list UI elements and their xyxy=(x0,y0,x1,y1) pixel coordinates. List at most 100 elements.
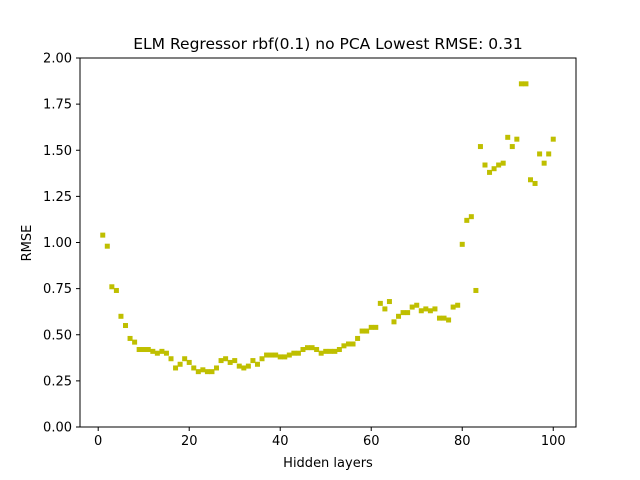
y-tick-label: 1.75 xyxy=(43,98,72,113)
data-point xyxy=(386,299,392,305)
data-point xyxy=(182,356,188,362)
data-point xyxy=(332,348,338,354)
data-point xyxy=(532,180,538,186)
data-point xyxy=(291,350,297,356)
data-point xyxy=(168,356,174,362)
data-point xyxy=(541,160,547,166)
data-point xyxy=(432,306,438,312)
data-point xyxy=(191,365,197,371)
data-point xyxy=(259,356,265,362)
data-points xyxy=(100,81,556,375)
x-tick-label: 20 xyxy=(181,434,198,449)
data-point xyxy=(245,363,251,369)
axes: 0 20 40 60 80 100 0.00 0.25 0.50 0.75 1.00 1.25 1.50… xyxy=(43,52,577,449)
data-point xyxy=(528,177,533,183)
data-point xyxy=(350,341,356,347)
data-point xyxy=(282,354,288,360)
data-point xyxy=(305,345,311,351)
y-tick-label: 0.25 xyxy=(43,374,72,389)
data-point xyxy=(273,352,279,358)
data-point xyxy=(396,313,402,319)
data-point xyxy=(286,352,292,358)
data-point xyxy=(518,81,524,87)
y-tick-label: 1.00 xyxy=(43,236,72,251)
data-point xyxy=(423,306,429,312)
data-point xyxy=(496,162,502,168)
data-point xyxy=(295,350,301,356)
data-point xyxy=(309,345,315,351)
data-point xyxy=(141,347,147,353)
data-point xyxy=(368,324,374,330)
y-tick-label: 1.50 xyxy=(43,144,72,159)
data-point xyxy=(136,347,142,353)
data-point xyxy=(514,136,520,142)
data-point xyxy=(382,306,388,312)
data-point xyxy=(254,361,260,367)
data-point xyxy=(446,317,452,323)
data-point xyxy=(209,369,215,375)
data-point xyxy=(159,348,165,354)
data-point xyxy=(400,310,406,316)
y-tick-label: 0.00 xyxy=(43,421,72,436)
chart-title: ELM Regressor rbf(0.1) no PCA Lowest RMS… xyxy=(133,35,523,53)
data-point xyxy=(100,232,106,238)
data-point xyxy=(550,136,556,142)
data-point xyxy=(277,354,283,360)
data-point xyxy=(355,335,361,341)
data-point xyxy=(236,363,242,369)
data-point xyxy=(227,359,233,365)
data-point xyxy=(145,347,151,353)
data-point xyxy=(418,308,424,314)
data-point xyxy=(409,304,415,310)
data-point xyxy=(232,358,238,364)
data-point xyxy=(427,308,433,314)
data-point xyxy=(177,361,183,367)
data-point xyxy=(241,365,247,371)
data-point xyxy=(173,365,179,371)
y-tick-label: 0.75 xyxy=(43,282,72,297)
data-point xyxy=(195,369,201,375)
data-point xyxy=(391,319,397,325)
y-tick-label: 0.50 xyxy=(43,328,72,343)
x-tick-label: 0 xyxy=(94,434,102,449)
data-point xyxy=(500,160,506,166)
data-point xyxy=(214,365,220,371)
data-point xyxy=(223,356,229,362)
data-point xyxy=(459,241,465,247)
data-point xyxy=(123,323,128,329)
data-point xyxy=(359,328,365,334)
data-point xyxy=(186,359,192,365)
x-axis-label: Hidden layers xyxy=(283,456,373,471)
data-point xyxy=(373,324,379,330)
data-point xyxy=(250,358,256,364)
data-point xyxy=(468,214,474,220)
data-point xyxy=(364,328,370,334)
x-tick-label: 40 xyxy=(272,434,289,449)
data-point xyxy=(436,315,442,321)
data-point xyxy=(477,144,483,150)
data-point xyxy=(336,347,342,353)
data-point xyxy=(113,287,119,293)
data-point xyxy=(345,341,351,347)
data-point xyxy=(268,352,274,358)
data-point xyxy=(318,350,324,356)
data-point xyxy=(546,151,552,157)
data-point xyxy=(523,81,529,87)
data-point xyxy=(104,243,110,249)
x-tick-label: 60 xyxy=(363,434,380,449)
data-point xyxy=(505,134,511,140)
data-point xyxy=(441,315,447,321)
data-point xyxy=(405,310,411,316)
data-point xyxy=(118,313,124,319)
data-point xyxy=(414,302,420,308)
data-point xyxy=(109,284,115,290)
y-tick-label: 1.25 xyxy=(43,190,72,205)
data-point xyxy=(264,352,270,358)
data-point xyxy=(482,162,488,168)
data-point xyxy=(450,304,456,310)
plot-frame xyxy=(79,57,577,428)
data-point xyxy=(314,347,320,353)
data-point xyxy=(300,347,306,353)
y-axis-label: RMSE xyxy=(20,225,35,262)
data-point xyxy=(464,217,470,223)
